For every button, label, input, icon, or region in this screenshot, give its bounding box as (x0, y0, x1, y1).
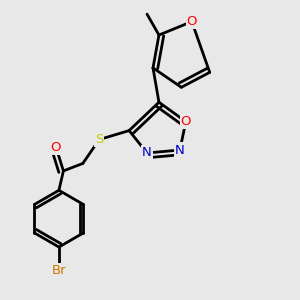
Text: N: N (175, 143, 185, 157)
Text: Br: Br (52, 264, 66, 278)
Text: O: O (181, 115, 191, 128)
Text: O: O (187, 15, 197, 28)
Text: O: O (51, 140, 61, 154)
Text: S: S (95, 133, 103, 146)
Text: N: N (142, 146, 152, 160)
